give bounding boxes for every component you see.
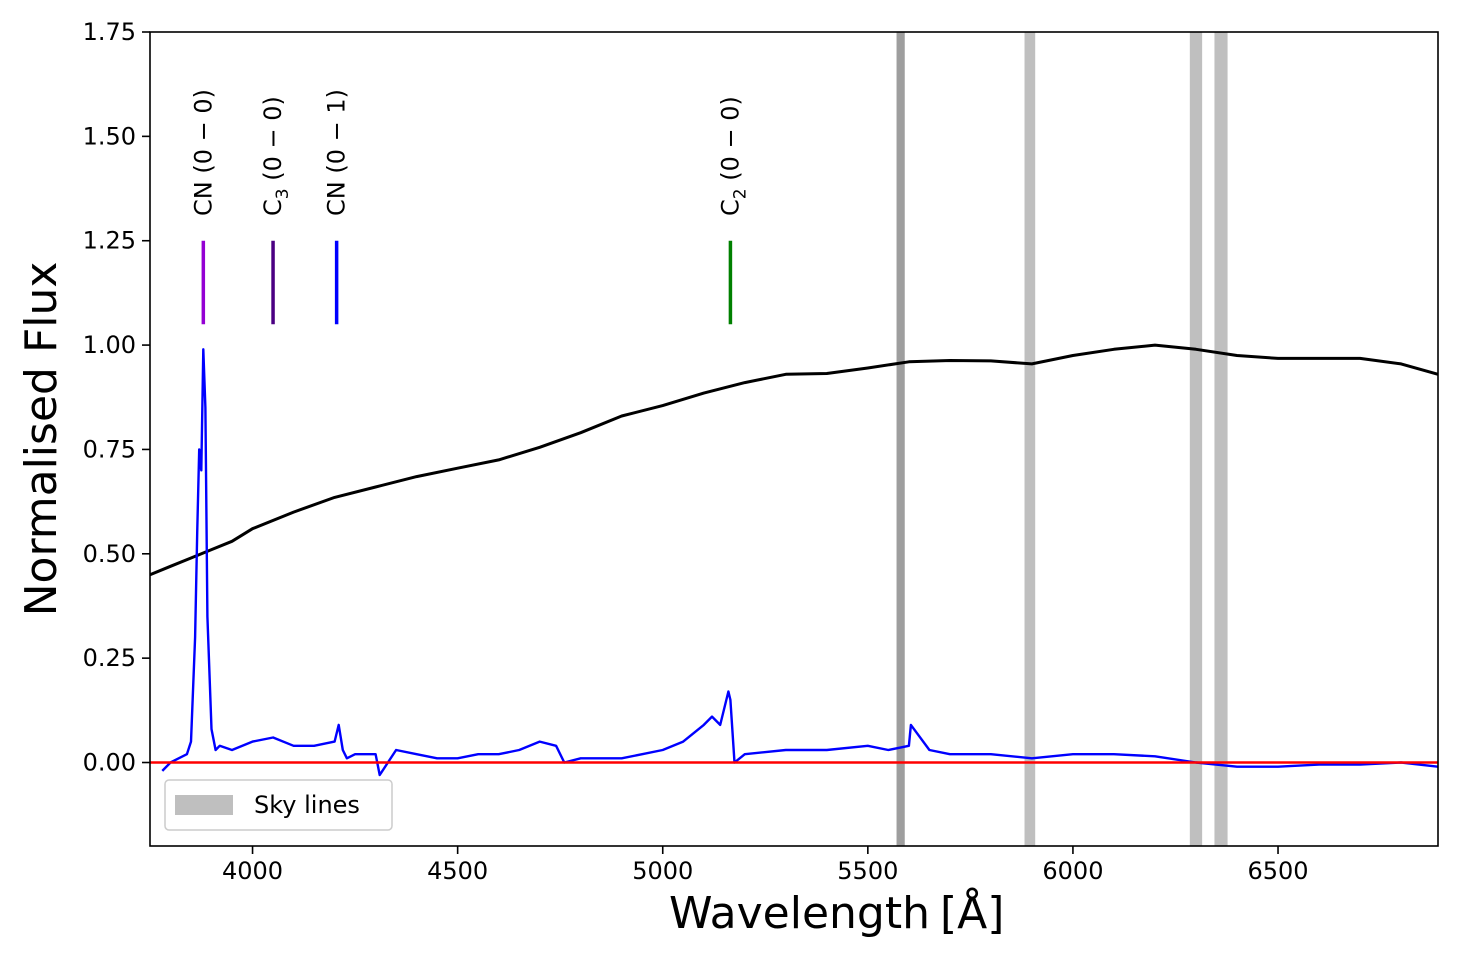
x-tick-label-3: 5500 — [837, 857, 898, 885]
legend-swatch-sky-lines — [175, 795, 233, 815]
legend: Sky lines — [164, 779, 393, 831]
y-tick-label-5: 1.25 — [83, 227, 136, 255]
y-tick-label-3: 0.75 — [83, 435, 136, 463]
y-tick-label-2: 0.50 — [83, 540, 136, 568]
y-tick-label-4: 1.00 — [83, 331, 136, 359]
y-tick-label-0: 0.00 — [83, 749, 136, 777]
y-tick-label-7: 1.75 — [83, 18, 136, 46]
sky-line-band-0 — [896, 32, 905, 846]
plot-frame — [149, 31, 1439, 847]
axes: 4000 4500 5000 5500 6000 6500 0.00 0.25 0.50 0.75… — [83, 18, 1439, 885]
legend-frame — [164, 779, 393, 831]
band-label-0: CN (0 − 0) — [189, 89, 217, 216]
x-tick-label-2: 5000 — [632, 857, 693, 885]
x-tick-label-5: 6500 — [1247, 857, 1308, 885]
x-tick-label-0: 4000 — [222, 857, 283, 885]
y-tick-label-6: 1.50 — [83, 122, 136, 150]
y-tick-label-1: 0.25 — [83, 644, 136, 672]
series-layer — [150, 343, 1438, 777]
emission-band-markers: CN (0 − 0) C3 (0 − 0) CN (0 − 1) C2 (0 − 0) — [189, 89, 750, 325]
x-tick-label-1: 4500 — [427, 857, 488, 885]
band-label-2: CN (0 − 1) — [323, 89, 351, 216]
x-axis-unit: [Å] — [940, 886, 1004, 939]
sky-line-band-1 — [1024, 32, 1036, 846]
series-line-reference — [150, 343, 1438, 577]
sky-line-bands — [896, 32, 1228, 846]
y-axis-title: Normalised Flux — [16, 262, 67, 617]
x-tick-label-4: 6000 — [1042, 857, 1103, 885]
band-label-3: C2 (0 − 0) — [716, 96, 750, 216]
legend-label-sky-lines: Sky lines — [254, 791, 360, 819]
series-line-spectrum — [161, 348, 1438, 777]
sky-line-band-2 — [1189, 32, 1203, 846]
band-label-1: C3 (0 − 0) — [259, 96, 293, 216]
x-axis-title: Wavelength — [669, 888, 930, 939]
sky-line-band-3 — [1214, 32, 1228, 846]
